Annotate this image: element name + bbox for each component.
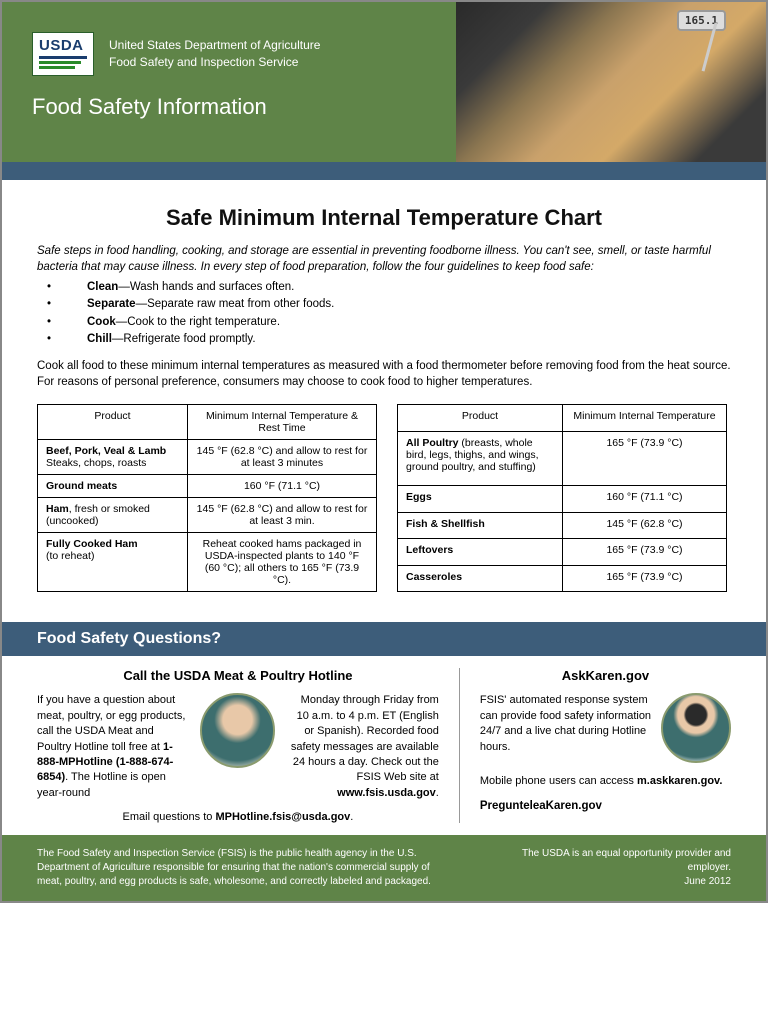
- askkaren-column: AskKaren.gov FSIS' automated response sy…: [480, 668, 731, 823]
- temperature-table-2: ProductMinimum Internal Temperature All …: [397, 404, 727, 592]
- email-line: Email questions to MPHotline.fsis@usda.g…: [37, 811, 439, 823]
- document-page: 165.1 USDA United States Department of A…: [0, 0, 768, 903]
- hotline-avatar-icon: [200, 693, 275, 768]
- list-item: Chill—Refrigerate food promptly.: [37, 331, 731, 348]
- footer-right: The USDA is an equal opportunity provide…: [479, 847, 731, 889]
- guidelines-list: Clean—Wash hands and surfaces often. Sep…: [37, 279, 731, 348]
- page-title: Safe Minimum Internal Temperature Chart: [37, 205, 731, 231]
- table-row: Fully Cooked Ham(to reheat)Reheat cooked…: [38, 533, 377, 592]
- main-content: Safe Minimum Internal Temperature Chart …: [2, 180, 766, 607]
- cook-paragraph: Cook all food to these minimum internal …: [37, 358, 731, 390]
- hotline-title: Call the USDA Meat & Poultry Hotline: [37, 668, 439, 683]
- header-photo: 165.1: [456, 2, 766, 162]
- intro-paragraph: Safe steps in food handling, cooking, an…: [37, 243, 731, 275]
- table-row: Beef, Pork, Veal & LambSteaks, chops, ro…: [38, 440, 377, 475]
- header-banner: 165.1 USDA United States Department of A…: [2, 2, 766, 162]
- table-row: Leftovers165 °F (73.9 °C): [398, 539, 727, 566]
- tables-row: ProductMinimum Internal Temperature & Re…: [37, 404, 731, 592]
- divider-bar: [2, 162, 766, 180]
- askkaren-title: AskKaren.gov: [480, 668, 731, 683]
- askkaren-avatar-icon: [661, 693, 731, 763]
- table-row: All Poultry (breasts, whole bird, legs, …: [398, 431, 727, 485]
- table-row: Ground meats160 °F (71.1 °C): [38, 475, 377, 498]
- agency-name: United States Department of Agriculture …: [109, 37, 320, 71]
- list-item: Separate—Separate raw meat from other fo…: [37, 296, 731, 313]
- usda-logo: USDA: [32, 32, 94, 76]
- footer-left: The Food Safety and Inspection Service (…: [37, 847, 439, 889]
- table-row: Eggs160 °F (71.1 °C): [398, 486, 727, 513]
- list-item: Cook—Cook to the right temperature.: [37, 314, 731, 331]
- askkaren-text: FSIS' automated response system can prov…: [480, 693, 731, 813]
- table-row: Casseroles165 °F (73.9 °C): [398, 565, 727, 592]
- thermometer-reading: 165.1: [677, 10, 726, 31]
- temperature-table-1: ProductMinimum Internal Temperature & Re…: [37, 404, 377, 592]
- hotline-right-text: Monday through Friday from 10 a.m. to 4 …: [287, 693, 438, 801]
- contact-section: Call the USDA Meat & Poultry Hotline If …: [2, 656, 766, 835]
- hotline-left-text: If you have a question about meat, poult…: [37, 693, 188, 801]
- table-row: Ham, fresh or smoked (uncooked)145 °F (6…: [38, 498, 377, 533]
- footer: The Food Safety and Inspection Service (…: [2, 835, 766, 901]
- list-item: Clean—Wash hands and surfaces often.: [37, 279, 731, 296]
- questions-heading: Food Safety Questions?: [2, 622, 766, 656]
- table-row: Fish & Shellfish145 °F (62.8 °C): [398, 512, 727, 539]
- hotline-column: Call the USDA Meat & Poultry Hotline If …: [37, 668, 460, 823]
